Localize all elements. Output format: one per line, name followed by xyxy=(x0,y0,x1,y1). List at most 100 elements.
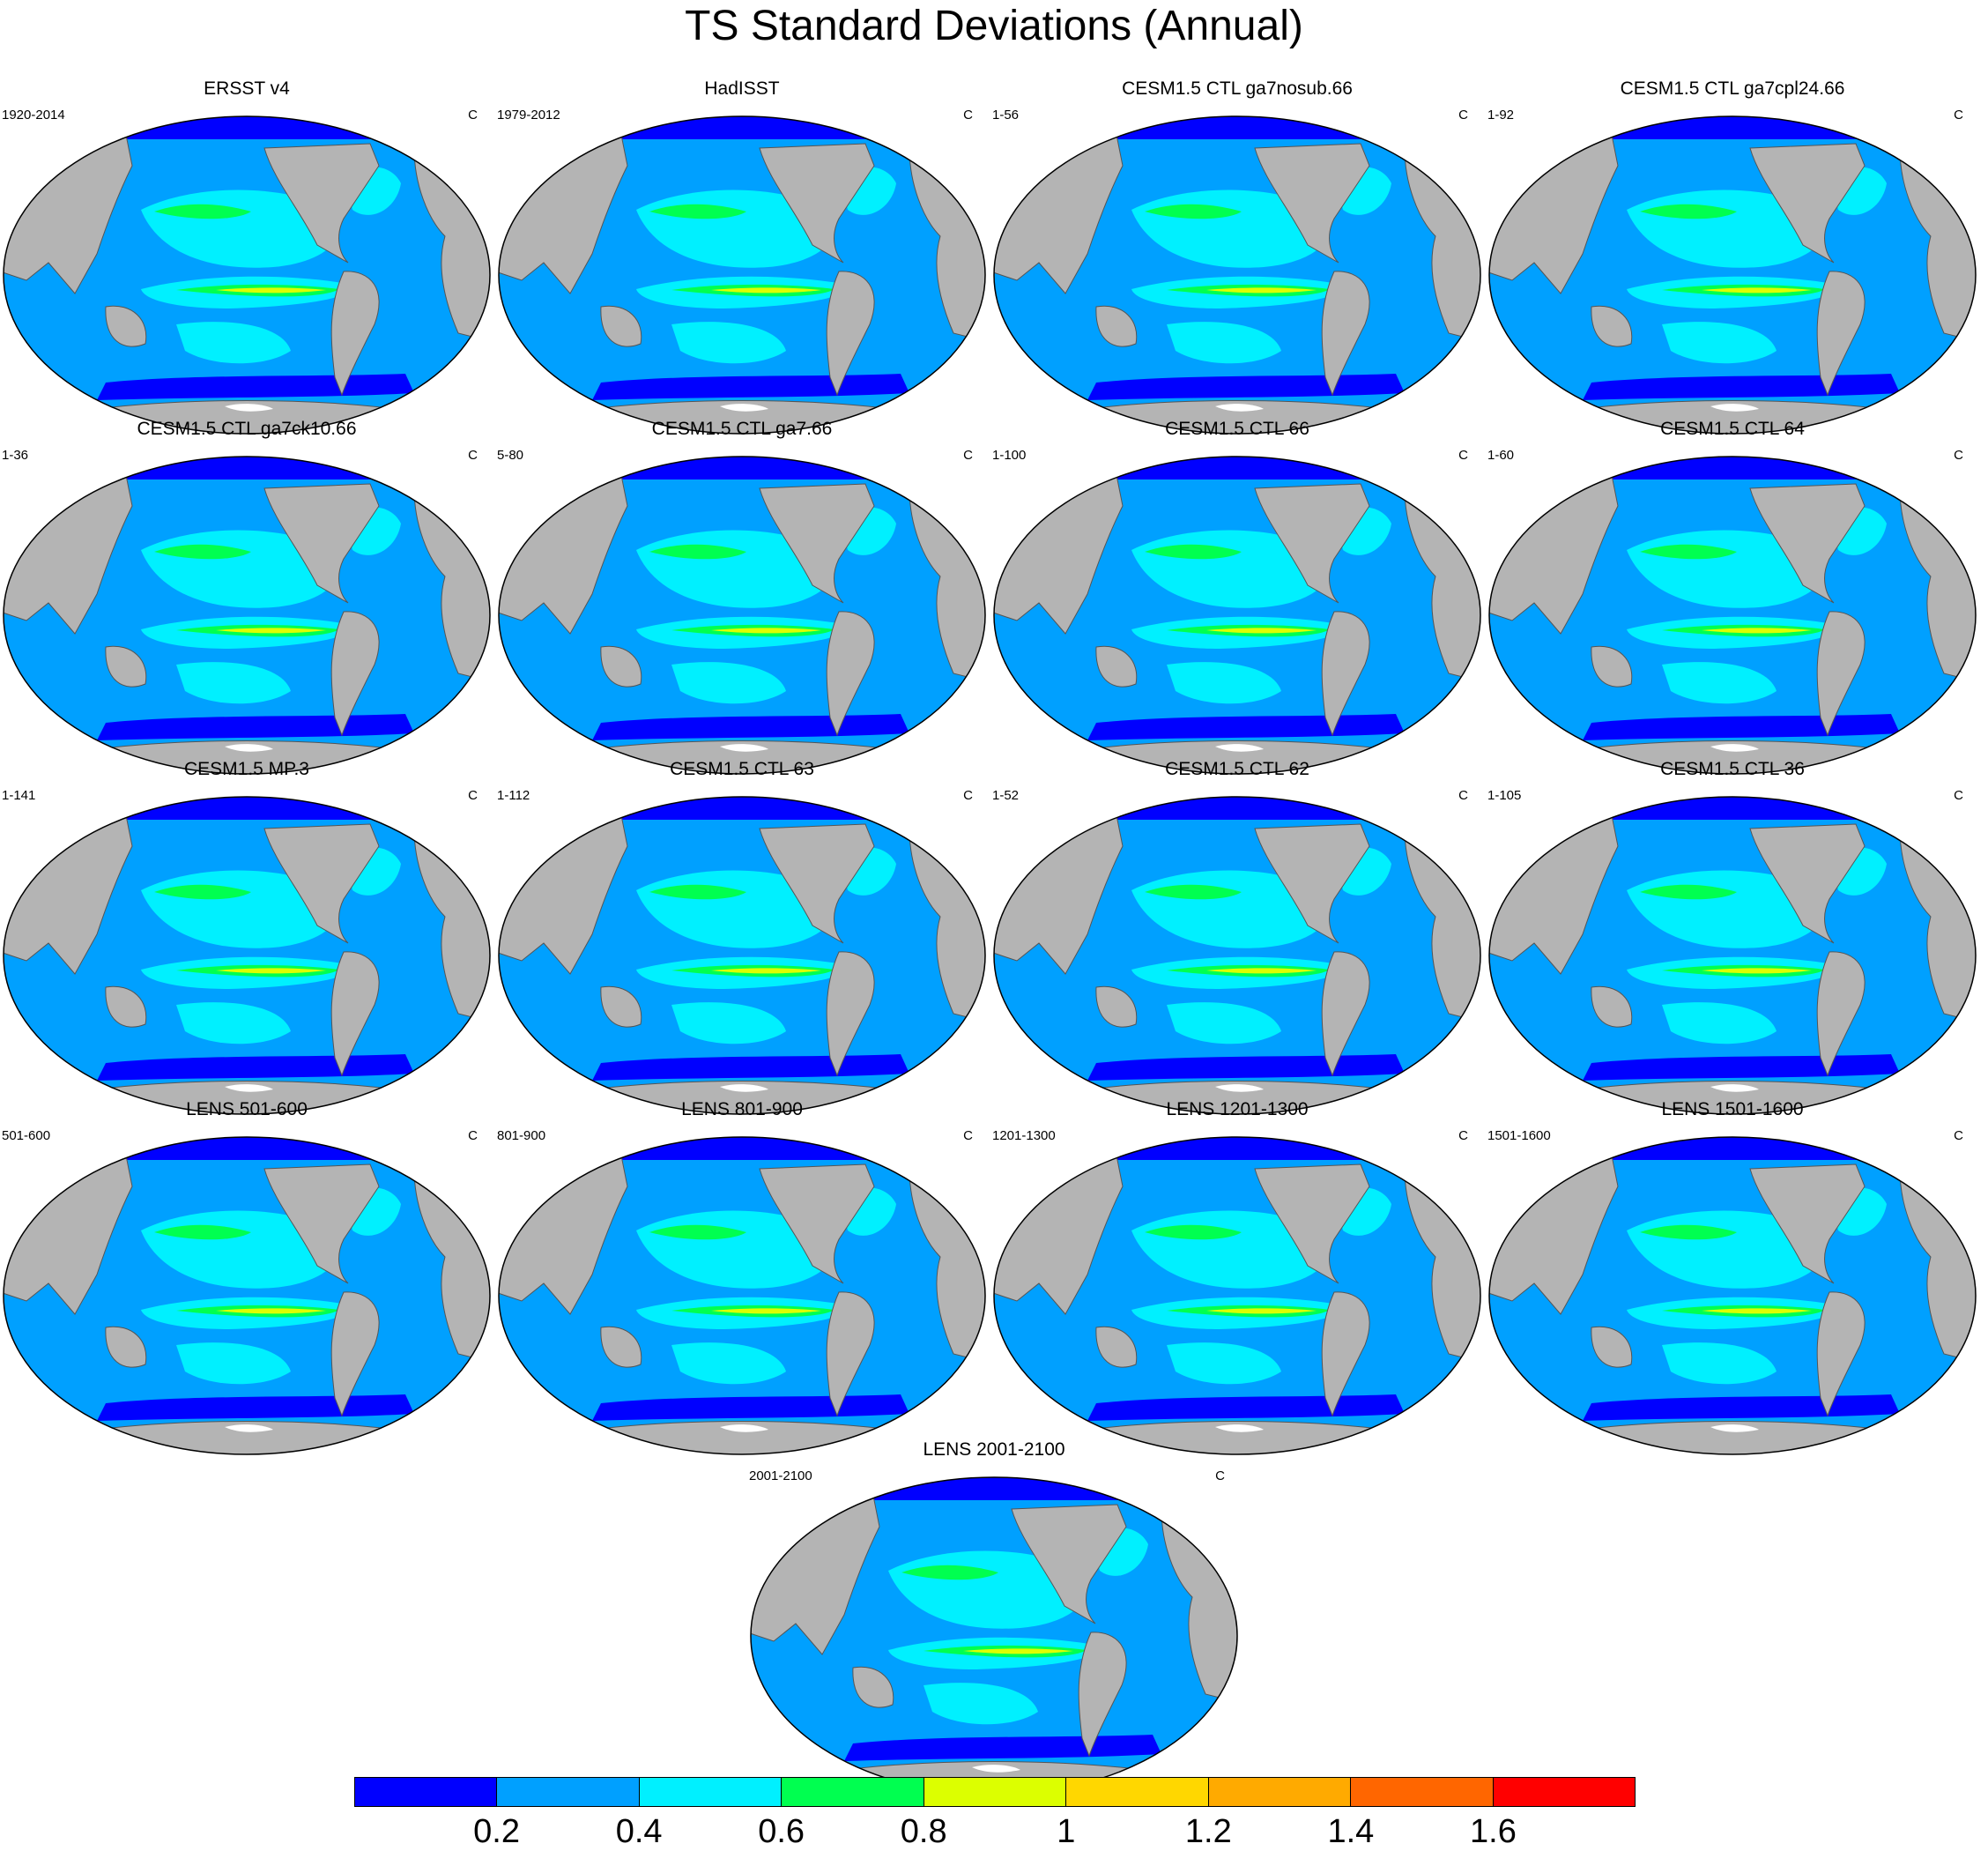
panel-units: C xyxy=(1954,788,1963,803)
panel-period: 1-36 xyxy=(2,448,29,463)
map-panel: LENS 1201-1300 1201-1300 C xyxy=(990,1098,1484,1461)
panel-units: C xyxy=(468,108,478,123)
colorbar-tick-label: 0.6 xyxy=(758,1813,805,1850)
colorbar-tick-label: 1.2 xyxy=(1184,1813,1232,1850)
panel-title: LENS 801-900 xyxy=(681,1099,803,1119)
panel-units: C xyxy=(963,448,973,463)
world-map xyxy=(495,113,989,437)
colorbar-box xyxy=(638,1778,782,1806)
panel-period: 1-52 xyxy=(992,788,1020,803)
panel-title: CESM1.5 CTL ga7nosub.66 xyxy=(1122,78,1353,99)
world-map xyxy=(990,453,1484,777)
panel-title: CESM1.5 CTL ga7.66 xyxy=(651,419,833,439)
colorbar-tick-label: 1.6 xyxy=(1470,1813,1517,1850)
colorbar-tick-label: 1 xyxy=(1057,1813,1076,1850)
colorbar-box xyxy=(923,1778,1066,1806)
panel-units: C xyxy=(1954,1128,1963,1143)
colorbar xyxy=(354,1777,1636,1807)
map-panel: CESM1.5 CTL 62 1-52 C xyxy=(990,758,1484,1121)
world-map xyxy=(0,793,493,1118)
panel-units: C xyxy=(1954,108,1963,123)
panel-period: 1501-1600 xyxy=(1487,1128,1551,1143)
panel-period: 5-80 xyxy=(497,448,524,463)
colorbar-box xyxy=(781,1778,924,1806)
colorbar-tick-label: 0.4 xyxy=(615,1813,663,1850)
map-panel: CESM1.5 CTL ga7.66 5-80 C xyxy=(495,418,989,781)
world-map xyxy=(0,1134,493,1458)
map-panel: LENS 501-600 501-600 C xyxy=(0,1098,493,1461)
map-panel: LENS 1501-1600 1501-1600 C xyxy=(1486,1098,1979,1461)
figure-title: TS Standard Deviations (Annual) xyxy=(685,3,1303,49)
map-panel: CESM1.5 CTL 66 1-100 C xyxy=(990,418,1484,781)
panel-title: CESM1.5 CTL 64 xyxy=(1660,419,1805,439)
map-panel: CESM1.5 MP.3 1-141 C xyxy=(0,758,493,1121)
map-panel: CESM1.5 CTL ga7cpl24.66 1-92 C xyxy=(1486,78,1979,441)
world-map xyxy=(990,793,1484,1118)
panel-period: 1-141 xyxy=(2,788,36,803)
map-panel: LENS 801-900 801-900 C xyxy=(495,1098,989,1461)
colorbar-box xyxy=(1492,1778,1635,1806)
map-panel: HadISST 1979-2012 C xyxy=(495,78,989,441)
colorbar-tick-label: 0.8 xyxy=(900,1813,947,1850)
panel-title: LENS 2001-2100 xyxy=(923,1439,1065,1460)
world-map xyxy=(495,453,989,777)
panel-units: C xyxy=(963,108,973,123)
panel-title: CESM1.5 CTL ga7cpl24.66 xyxy=(1620,78,1845,99)
panel-period: 501-600 xyxy=(2,1128,51,1143)
panel-period: 1-100 xyxy=(992,448,1027,463)
world-map xyxy=(495,793,989,1118)
world-map xyxy=(990,113,1484,437)
panel-period: 1201-1300 xyxy=(992,1128,1056,1143)
world-map xyxy=(1486,453,1979,777)
world-map xyxy=(1486,113,1979,437)
map-panel: CESM1.5 CTL ga7nosub.66 1-56 C xyxy=(990,78,1484,441)
world-map xyxy=(747,1474,1241,1798)
panel-period: 1979-2012 xyxy=(497,108,560,123)
panel-period: 1-92 xyxy=(1487,108,1515,123)
panel-title: ERSST v4 xyxy=(204,78,290,99)
panel-title: HadISST xyxy=(704,78,780,99)
colorbar-box xyxy=(1350,1778,1493,1806)
panel-title: CESM1.5 CTL 62 xyxy=(1165,759,1309,779)
panel-period: 1-56 xyxy=(992,108,1020,123)
colorbar-tick-label: 0.2 xyxy=(473,1813,520,1850)
panel-units: C xyxy=(1215,1468,1225,1483)
panel-units: C xyxy=(468,1128,478,1143)
map-panel: LENS 2001-2100 2001-2100 C xyxy=(747,1438,1241,1802)
map-panel: CESM1.5 CTL ga7ck10.66 1-36 C xyxy=(0,418,493,781)
panel-units: C xyxy=(1458,448,1468,463)
panel-period: 2001-2100 xyxy=(749,1468,812,1483)
panel-title: CESM1.5 CTL ga7ck10.66 xyxy=(137,419,357,439)
panel-period: 1920-2014 xyxy=(2,108,65,123)
panel-title: CESM1.5 MP.3 xyxy=(183,759,309,779)
panel-period: 1-112 xyxy=(497,788,530,803)
panel-units: C xyxy=(1458,1128,1468,1143)
panel-period: 1-105 xyxy=(1487,788,1522,803)
panel-title: CESM1.5 CTL 36 xyxy=(1660,759,1805,779)
colorbar-box xyxy=(355,1778,497,1806)
panel-period: 1-60 xyxy=(1487,448,1515,463)
world-map xyxy=(1486,1134,1979,1458)
world-map xyxy=(495,1134,989,1458)
panel-units: C xyxy=(468,448,478,463)
colorbar-box xyxy=(1065,1778,1208,1806)
panel-units: C xyxy=(963,788,973,803)
world-map xyxy=(0,453,493,777)
map-panel: CESM1.5 CTL 36 1-105 C xyxy=(1486,758,1979,1121)
panel-units: C xyxy=(1458,788,1468,803)
colorbar-tick-label: 1.4 xyxy=(1327,1813,1375,1850)
panel-units: C xyxy=(1458,108,1468,123)
panel-title: LENS 1201-1300 xyxy=(1166,1099,1309,1119)
panel-title: LENS 1501-1600 xyxy=(1661,1099,1804,1119)
colorbar-box xyxy=(496,1778,639,1806)
world-map xyxy=(0,113,493,437)
panel-title: LENS 501-600 xyxy=(186,1099,308,1119)
panel-units: C xyxy=(963,1128,973,1143)
panel-title: CESM1.5 CTL 63 xyxy=(670,759,814,779)
world-map xyxy=(1486,793,1979,1118)
world-map xyxy=(990,1134,1484,1458)
panel-title: CESM1.5 CTL 66 xyxy=(1165,419,1309,439)
panel-period: 801-900 xyxy=(497,1128,546,1143)
colorbar-box xyxy=(1207,1778,1351,1806)
map-panel: CESM1.5 CTL 64 1-60 C xyxy=(1486,418,1979,781)
